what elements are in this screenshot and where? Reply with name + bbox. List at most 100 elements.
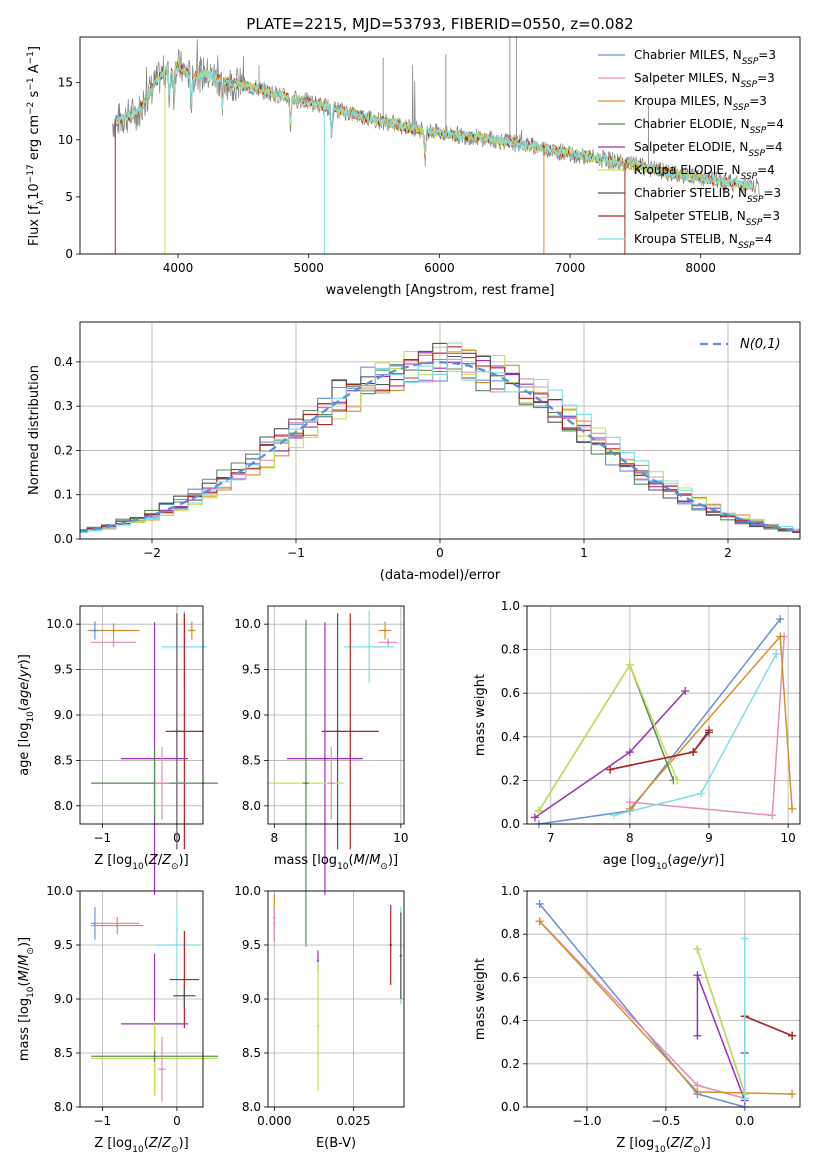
x-tick-label: 0 — [173, 1114, 181, 1128]
y-tick-label: 0.4 — [501, 730, 520, 744]
series-marker — [689, 748, 698, 757]
series-marker — [776, 615, 785, 624]
y-tick-label: 8.5 — [242, 1046, 261, 1060]
x-axis-label: (data-model)/error — [380, 568, 501, 583]
series-marker — [693, 1087, 702, 1096]
y-tick-label: 8.0 — [54, 799, 73, 813]
y-tick-label: 0.0 — [501, 1100, 520, 1114]
y-tick-label: 0.8 — [501, 927, 520, 941]
series-marker — [705, 726, 713, 735]
y-tick-label: 10.0 — [234, 884, 261, 898]
y-tick-label: 9.0 — [54, 708, 73, 722]
series-marker — [535, 917, 544, 926]
data-point — [349, 730, 352, 733]
series-marker — [776, 632, 785, 641]
series-marker — [530, 813, 539, 822]
y-tick-label: 0.6 — [501, 686, 520, 700]
series-marker — [681, 687, 690, 696]
x-tick-label: 7000 — [555, 261, 586, 275]
data-point — [153, 1055, 156, 1058]
x-tick-label: −0.5 — [651, 1114, 680, 1128]
x-tick-label: 8000 — [685, 261, 716, 275]
series-marker — [606, 765, 615, 774]
y-tick-label: 5 — [65, 190, 73, 204]
legend-entry: Chabrier ELODIE, NSSP=4 — [634, 117, 784, 136]
y-tick-label: 0.2 — [501, 773, 520, 787]
data-point — [93, 629, 97, 632]
x-tick-label: −1 — [94, 1114, 112, 1128]
plot-area — [79, 342, 801, 534]
y-tick-label: 0.0 — [54, 532, 73, 546]
legend-entry: N(0,1) — [740, 337, 781, 352]
panel-spectrum: 4000 5000 6000 7000 8000 0 5 10 15 wavelength [An… — [26, 36, 801, 298]
legend-entry: Chabrier MILES, NSSP=3 — [634, 48, 776, 67]
x-tick-label: −1 — [287, 546, 305, 560]
series-marker — [788, 1090, 797, 1099]
y-tick-label: 1.0 — [501, 599, 520, 613]
y-tick-label: 8.0 — [242, 799, 261, 813]
data-point — [175, 730, 179, 733]
series-marker — [693, 945, 702, 954]
plot-area — [530, 615, 797, 828]
data-point — [183, 978, 186, 981]
series-marker — [697, 789, 706, 798]
plot-area — [273, 894, 403, 1091]
data-point — [323, 757, 327, 760]
panel-age-vs-Z: −108.08.59.09.510.0Z [log10(Z/Z⊙)]age [l… — [17, 605, 218, 895]
x-tick-label: 8 — [626, 831, 634, 845]
histogram-step-line — [80, 346, 800, 534]
series-marker — [693, 971, 702, 980]
figure-title: PLATE=2215, MJD=53793, FIBERID=0550, z=0… — [246, 15, 633, 33]
x-axis-label: E(B-V) — [316, 1136, 356, 1151]
histogram-step-line — [80, 349, 800, 533]
series-marker — [740, 934, 749, 943]
normal-reference-line — [79, 361, 801, 533]
axes-frame — [79, 890, 204, 1108]
axes-frame — [267, 890, 405, 1108]
histogram-step-line — [80, 342, 800, 534]
y-tick-label: 15 — [58, 76, 73, 90]
histogram-step-line — [80, 342, 800, 534]
y-tick-label: 0.0 — [501, 817, 520, 831]
plot-area — [91, 907, 218, 1102]
series-marker — [768, 811, 777, 820]
y-axis-label: mass [log10(M/M⊙)] — [17, 937, 36, 1061]
x-axis-label: mass [log10(M/M⊙)] — [274, 853, 398, 872]
y-tick-label: 10 — [58, 133, 73, 147]
series-marker — [610, 811, 619, 820]
x-tick-label: 0.0 — [735, 1114, 754, 1128]
legend-entry: Chabrier STELIB, NSSP=3 — [634, 186, 781, 205]
x-tick-label: 1 — [580, 546, 588, 560]
x-tick-label: 10 — [393, 831, 408, 845]
data-point — [160, 781, 164, 785]
y-tick-label: 1.0 — [501, 884, 520, 898]
series-line — [744, 1015, 793, 1037]
series-line — [744, 1015, 793, 1053]
x-tick-label: −2 — [143, 546, 161, 560]
x-tick-label: 5000 — [293, 261, 324, 275]
y-tick-label: 0.2 — [501, 1057, 520, 1071]
y-tick-label: 0.4 — [501, 1014, 520, 1028]
series-line — [538, 663, 678, 812]
data-point — [160, 1068, 164, 1071]
x-tick-label: 0.000 — [257, 1114, 291, 1128]
x-tick-label: −1 — [94, 831, 112, 845]
y-tick-label: 8.0 — [242, 1100, 261, 1114]
x-axis-label: Z [log10(Z/Z⊙)] — [94, 1136, 188, 1155]
series-line — [534, 690, 686, 819]
series-marker — [772, 649, 781, 658]
data-point — [336, 730, 339, 733]
x-tick-label: 10 — [780, 831, 795, 845]
data-point — [399, 954, 403, 957]
data-point — [116, 922, 119, 925]
panel-weight-vs-age: 7 8 9 10 0.0 0.2 0.4 0.6 0.8 1.0 age [log10(age/yr… — [473, 599, 801, 872]
y-tick-label: 10.0 — [234, 617, 261, 631]
y-tick-label: 9.0 — [242, 708, 261, 722]
series-marker — [625, 660, 634, 669]
axes-frame — [526, 890, 801, 1108]
x-axis-label: wavelength [Angstrom, rest frame] — [326, 283, 555, 298]
x-tick-label: 2 — [724, 546, 732, 560]
axes-frame — [267, 605, 405, 825]
x-tick-label: 9 — [705, 831, 713, 845]
